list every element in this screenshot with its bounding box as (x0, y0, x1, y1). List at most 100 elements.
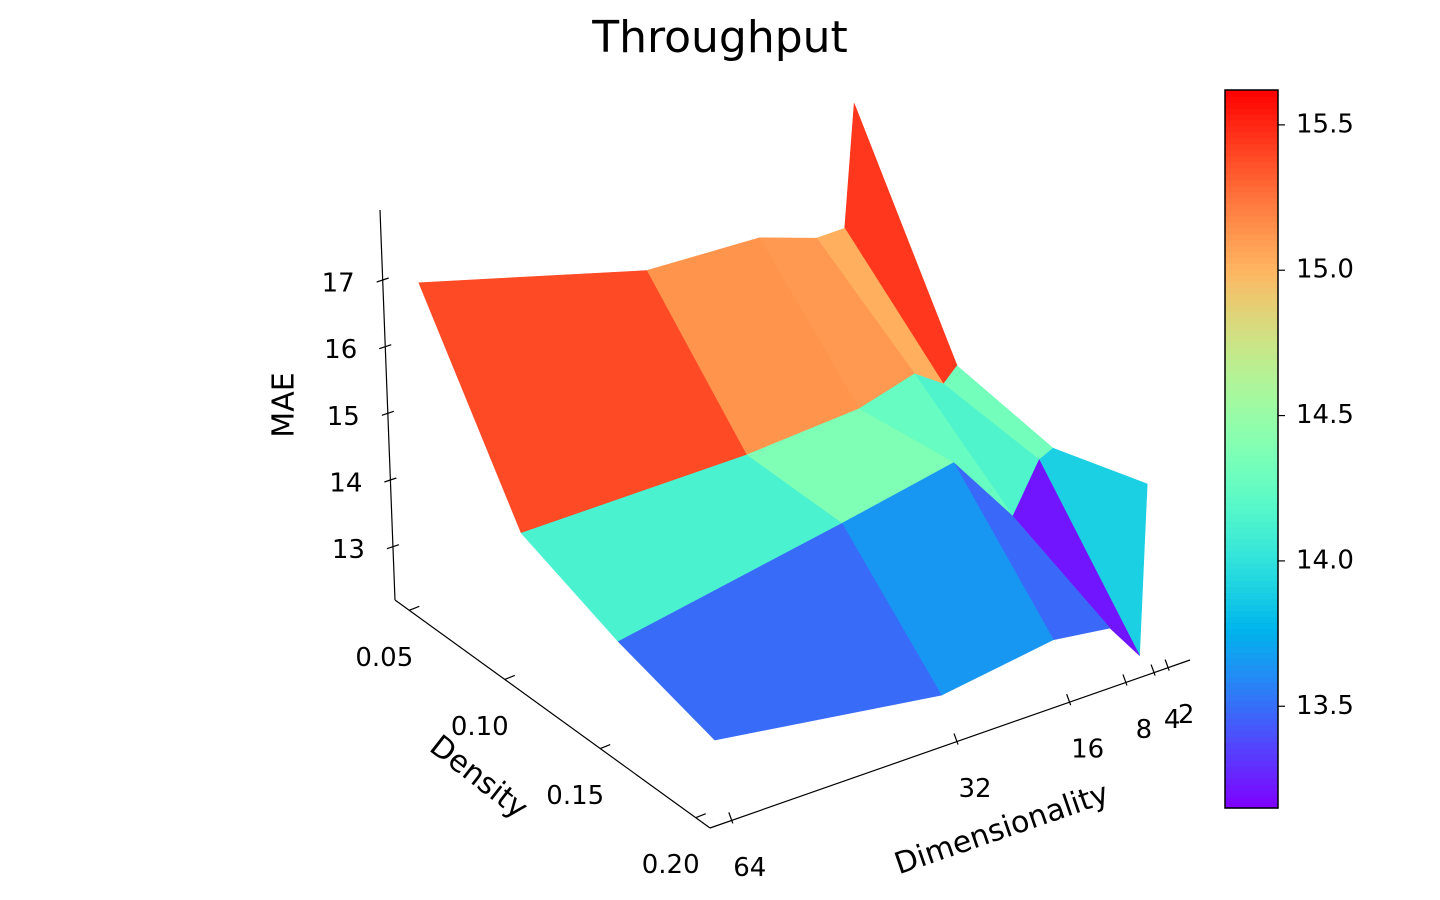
colorbar-swatch (1225, 191, 1278, 199)
colorbar-swatch (1225, 478, 1278, 486)
colorbar-swatch (1225, 514, 1278, 522)
colorbar-swatch (1225, 263, 1278, 271)
x-tick (728, 812, 734, 824)
colorbar-swatch (1225, 131, 1278, 139)
colorbar-swatch (1225, 90, 1278, 97)
colorbar-swatch (1225, 317, 1278, 324)
colorbar-swatch (1225, 443, 1278, 450)
colorbar-swatch (1225, 502, 1278, 510)
y-tick-label: 0.10 (451, 712, 509, 742)
colorbar-swatch (1225, 299, 1278, 306)
colorbar-swatch (1225, 484, 1278, 492)
colorbar-swatch (1225, 113, 1278, 121)
colorbar-swatch (1225, 718, 1278, 725)
colorbar-swatch (1225, 179, 1278, 187)
colorbar-swatch (1225, 562, 1278, 570)
colorbar-swatch (1225, 670, 1278, 677)
colorbar-swatch (1225, 700, 1278, 707)
z-tick (384, 477, 397, 483)
colorbar-tick-label: 15.0 (1296, 255, 1354, 285)
colorbar-swatch (1225, 449, 1278, 456)
colorbar-swatch (1225, 544, 1278, 552)
colorbar-swatch (1225, 640, 1278, 648)
colorbar-swatch (1225, 425, 1278, 432)
x-tick-label: 4 (1164, 705, 1181, 735)
x-tick (953, 733, 959, 745)
colorbar-swatch (1225, 706, 1278, 713)
colorbar-swatch (1225, 311, 1278, 318)
colorbar-swatch (1225, 526, 1278, 534)
colorbar-swatch (1225, 329, 1278, 336)
x-axis-label: Dimensionality (890, 776, 1113, 882)
surface (418, 103, 1148, 741)
colorbar-tick-label: 15.5 (1296, 109, 1354, 139)
x-tick-label: 32 (958, 774, 991, 804)
colorbar-swatch (1225, 574, 1278, 582)
y-tick-label: 0.15 (546, 781, 604, 811)
colorbar-swatch (1225, 754, 1278, 761)
y-tick (695, 813, 706, 819)
colorbar-swatch (1225, 101, 1278, 109)
colorbar-swatch (1225, 365, 1278, 372)
colorbar-swatch (1225, 778, 1278, 785)
colorbar-swatch (1225, 413, 1278, 420)
colorbar-swatch (1225, 401, 1278, 408)
x-tick (1122, 674, 1128, 686)
colorbar-swatch (1225, 682, 1278, 689)
x-tick (1164, 659, 1170, 671)
colorbar-swatch (1225, 197, 1278, 205)
colorbar-swatch (1225, 95, 1278, 103)
colorbar-swatch (1225, 628, 1278, 636)
colorbar-swatch (1225, 694, 1278, 701)
colorbar-swatch (1225, 556, 1278, 564)
colorbar-tick-label: 14.5 (1296, 400, 1354, 430)
colorbar-swatch (1225, 466, 1278, 474)
colorbar: 13.5 14.0 14.5 15.0 15.5 (1224, 89, 1354, 809)
colorbar-swatch (1225, 119, 1278, 127)
colorbar-swatch (1225, 496, 1278, 504)
colorbar-swatch (1225, 383, 1278, 390)
colorbar-swatch (1225, 658, 1278, 665)
colorbar-swatch (1225, 209, 1278, 217)
colorbar-swatch (1225, 550, 1278, 558)
colorbar-swatch (1225, 377, 1278, 384)
colorbar-swatch (1225, 622, 1278, 630)
colorbar-swatch (1225, 257, 1278, 265)
colorbar-swatch (1225, 323, 1278, 330)
colorbar-swatch (1225, 712, 1278, 719)
x-tick (1066, 693, 1072, 706)
x-axis-line (709, 659, 1191, 829)
z-axis-label: MAE (267, 372, 302, 437)
z-tick-label: 13 (332, 535, 365, 565)
colorbar-swatch (1225, 538, 1278, 546)
y-tick-label: 0.05 (355, 643, 413, 673)
x-tick-label: 2 (1178, 700, 1195, 730)
colorbar-swatch (1225, 419, 1278, 426)
colorbar-swatch (1225, 766, 1278, 773)
colorbar-swatch (1225, 437, 1278, 444)
colorbar-swatch (1225, 395, 1278, 402)
colorbar-swatch (1225, 227, 1278, 235)
x-tick-label: 16 (1071, 735, 1104, 765)
colorbar-swatch (1225, 293, 1278, 301)
colorbar-swatch (1225, 580, 1278, 588)
colorbar-swatch (1225, 281, 1278, 289)
colorbar-swatch (1225, 407, 1278, 414)
colorbar-swatch (1225, 353, 1278, 360)
colorbar-swatch (1225, 508, 1278, 516)
colorbar-swatch (1225, 598, 1278, 606)
colorbar-swatch (1225, 802, 1278, 809)
colorbar-swatch (1225, 568, 1278, 576)
colorbar-swatch (1225, 490, 1278, 498)
y-tick-label: 0.20 (642, 850, 700, 880)
z-tick-label: 17 (322, 269, 355, 299)
colorbar-swatch (1225, 784, 1278, 791)
colorbar-swatch (1225, 161, 1278, 169)
colorbar-swatch (1225, 592, 1278, 600)
colorbar-swatch (1225, 155, 1278, 163)
colorbar-swatch (1225, 173, 1278, 181)
colorbar-swatch (1225, 730, 1278, 737)
z-tick-label: 15 (327, 402, 360, 432)
colorbar-tick-label: 14.0 (1296, 545, 1354, 575)
colorbar-tick-label: 13.5 (1296, 691, 1354, 721)
